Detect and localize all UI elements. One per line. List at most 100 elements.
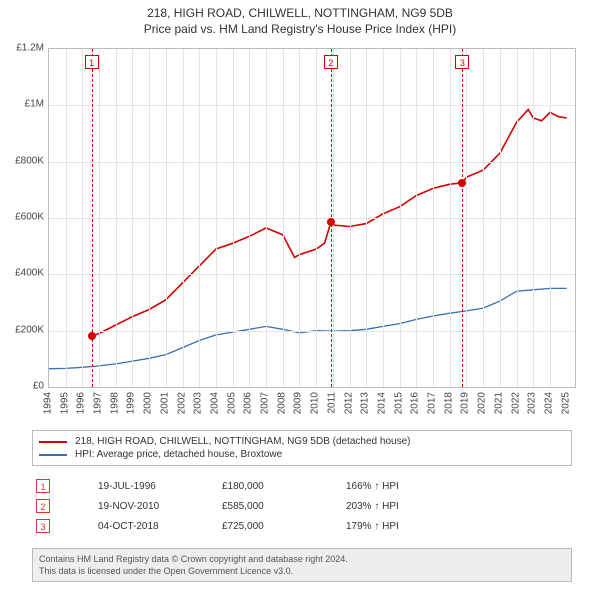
marker-dot [88,332,96,340]
xtick-label: 2011 [326,392,337,414]
gridline-vertical [316,49,317,387]
xtick-label: 2025 [560,392,571,414]
marker-badge: 2 [36,499,50,513]
gridline-vertical [500,49,501,387]
gridline-vertical [199,49,200,387]
ytick-label: £800K [15,155,44,166]
marker-dot [327,218,335,226]
ytick-label: £400K [15,268,44,279]
gridline-vertical [533,49,534,387]
sale-price: £585,000 [222,501,322,512]
marker-box: 3 [455,55,469,69]
series-line [49,288,567,368]
legend-label: HPI: Average price, detached house, Brox… [75,449,282,460]
gridline-horizontal [49,274,575,275]
sale-hpi-rel: 203% ↑ HPI [346,501,466,512]
xtick-label: 2024 [543,392,554,414]
gridline-vertical [283,49,284,387]
legend-box: 218, HIGH ROAD, CHILWELL, NOTTINGHAM, NG… [32,430,572,466]
xtick-label: 2021 [493,392,504,414]
marker-dot [458,179,466,187]
sale-date: 19-JUL-1996 [98,481,198,492]
gridline-vertical [249,49,250,387]
gridline-vertical [266,49,267,387]
gridline-vertical [433,49,434,387]
gridline-vertical [450,49,451,387]
marker-badge: 3 [36,519,50,533]
marker-dashed-line [462,49,463,387]
xtick-label: 1997 [93,392,104,414]
xtick-label: 1995 [59,392,70,414]
xtick-label: 2012 [343,392,354,414]
gridline-vertical [82,49,83,387]
legend-label: 218, HIGH ROAD, CHILWELL, NOTTINGHAM, NG… [75,436,410,447]
ytick-label: £0 [33,381,44,392]
ytick-label: £600K [15,212,44,223]
xtick-label: 1998 [109,392,120,414]
chart-plot-area: 123 [48,48,576,388]
gridline-vertical [166,49,167,387]
xtick-label: 2016 [410,392,421,414]
gridline-vertical [350,49,351,387]
xtick-label: 2002 [176,392,187,414]
xtick-label: 2013 [360,392,371,414]
xtick-label: 2005 [226,392,237,414]
footer-line: This data is licensed under the Open Gov… [39,565,565,577]
gridline-vertical [550,49,551,387]
gridline-horizontal [49,162,575,163]
gridline-vertical [466,49,467,387]
footer-line: Contains HM Land Registry data © Crown c… [39,553,565,565]
xtick-label: 2019 [460,392,471,414]
gridline-horizontal [49,331,575,332]
xtick-label: 1999 [126,392,137,414]
sales-row: 2 19-NOV-2010 £585,000 203% ↑ HPI [32,496,572,516]
gridline-vertical [216,49,217,387]
gridline-vertical [116,49,117,387]
sale-price: £180,000 [222,481,322,492]
sale-hpi-rel: 166% ↑ HPI [346,481,466,492]
gridline-horizontal [49,218,575,219]
gridline-vertical [400,49,401,387]
xtick-label: 1994 [43,392,54,414]
sale-hpi-rel: 179% ↑ HPI [346,521,466,532]
xtick-label: 2020 [477,392,488,414]
gridline-vertical [66,49,67,387]
title-subtitle: Price paid vs. HM Land Registry's House … [0,22,600,36]
gridline-vertical [416,49,417,387]
gridline-vertical [183,49,184,387]
ytick-label: £200K [15,324,44,335]
legend-swatch [39,454,67,456]
sale-date: 19-NOV-2010 [98,501,198,512]
legend-row: HPI: Average price, detached house, Brox… [39,448,565,461]
gridline-vertical [366,49,367,387]
xtick-label: 2003 [193,392,204,414]
sales-row: 1 19-JUL-1996 £180,000 166% ↑ HPI [32,476,572,496]
sale-price: £725,000 [222,521,322,532]
legend-row: 218, HIGH ROAD, CHILWELL, NOTTINGHAM, NG… [39,435,565,448]
xtick-label: 2015 [393,392,404,414]
xtick-label: 2023 [527,392,538,414]
title-address: 218, HIGH ROAD, CHILWELL, NOTTINGHAM, NG… [0,6,600,20]
gridline-vertical [99,49,100,387]
legend-swatch [39,441,67,443]
xtick-label: 2017 [427,392,438,414]
xtick-label: 2014 [376,392,387,414]
gridline-vertical [233,49,234,387]
gridline-vertical [383,49,384,387]
xtick-label: 2001 [159,392,170,414]
gridline-vertical [483,49,484,387]
footer-attribution: Contains HM Land Registry data © Crown c… [32,548,572,582]
xtick-label: 2008 [276,392,287,414]
gridline-vertical [149,49,150,387]
gridline-vertical [517,49,518,387]
xtick-label: 2000 [143,392,154,414]
sales-table: 1 19-JUL-1996 £180,000 166% ↑ HPI 2 19-N… [32,476,572,536]
sale-date: 04-OCT-2018 [98,521,198,532]
xtick-label: 1996 [76,392,87,414]
gridline-vertical [132,49,133,387]
chart-container: 218, HIGH ROAD, CHILWELL, NOTTINGHAM, NG… [0,0,600,590]
ytick-label: £1M [25,99,44,110]
title-block: 218, HIGH ROAD, CHILWELL, NOTTINGHAM, NG… [0,0,600,38]
marker-box: 2 [324,55,338,69]
gridline-horizontal [49,105,575,106]
